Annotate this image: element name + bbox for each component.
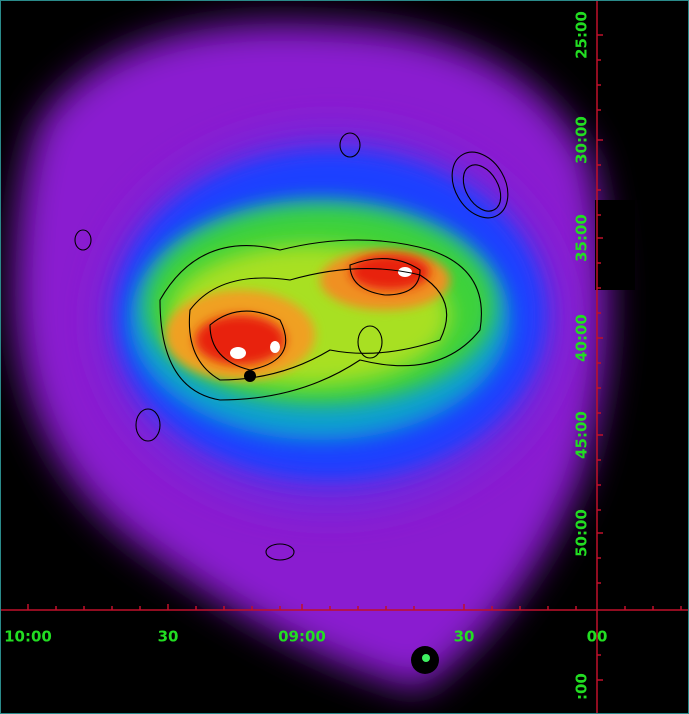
y-label: :00 bbox=[573, 673, 591, 700]
sky-image: 10:00 30 09:00 30 00 25:00 30:00 35:00 4… bbox=[0, 0, 689, 714]
x-label: 00 bbox=[587, 628, 608, 646]
x-label: 30 bbox=[454, 628, 475, 646]
y-label: 50:00 bbox=[573, 509, 591, 557]
y-label: 40:00 bbox=[573, 314, 591, 362]
x-label: 09:00 bbox=[278, 628, 326, 646]
y-label: 25:00 bbox=[573, 11, 591, 59]
y-label: 45:00 bbox=[573, 411, 591, 459]
x-label: 10:00 bbox=[4, 628, 52, 646]
y-label: 30:00 bbox=[573, 116, 591, 164]
x-label: 30 bbox=[158, 628, 179, 646]
y-label: 35:00 bbox=[573, 214, 591, 262]
